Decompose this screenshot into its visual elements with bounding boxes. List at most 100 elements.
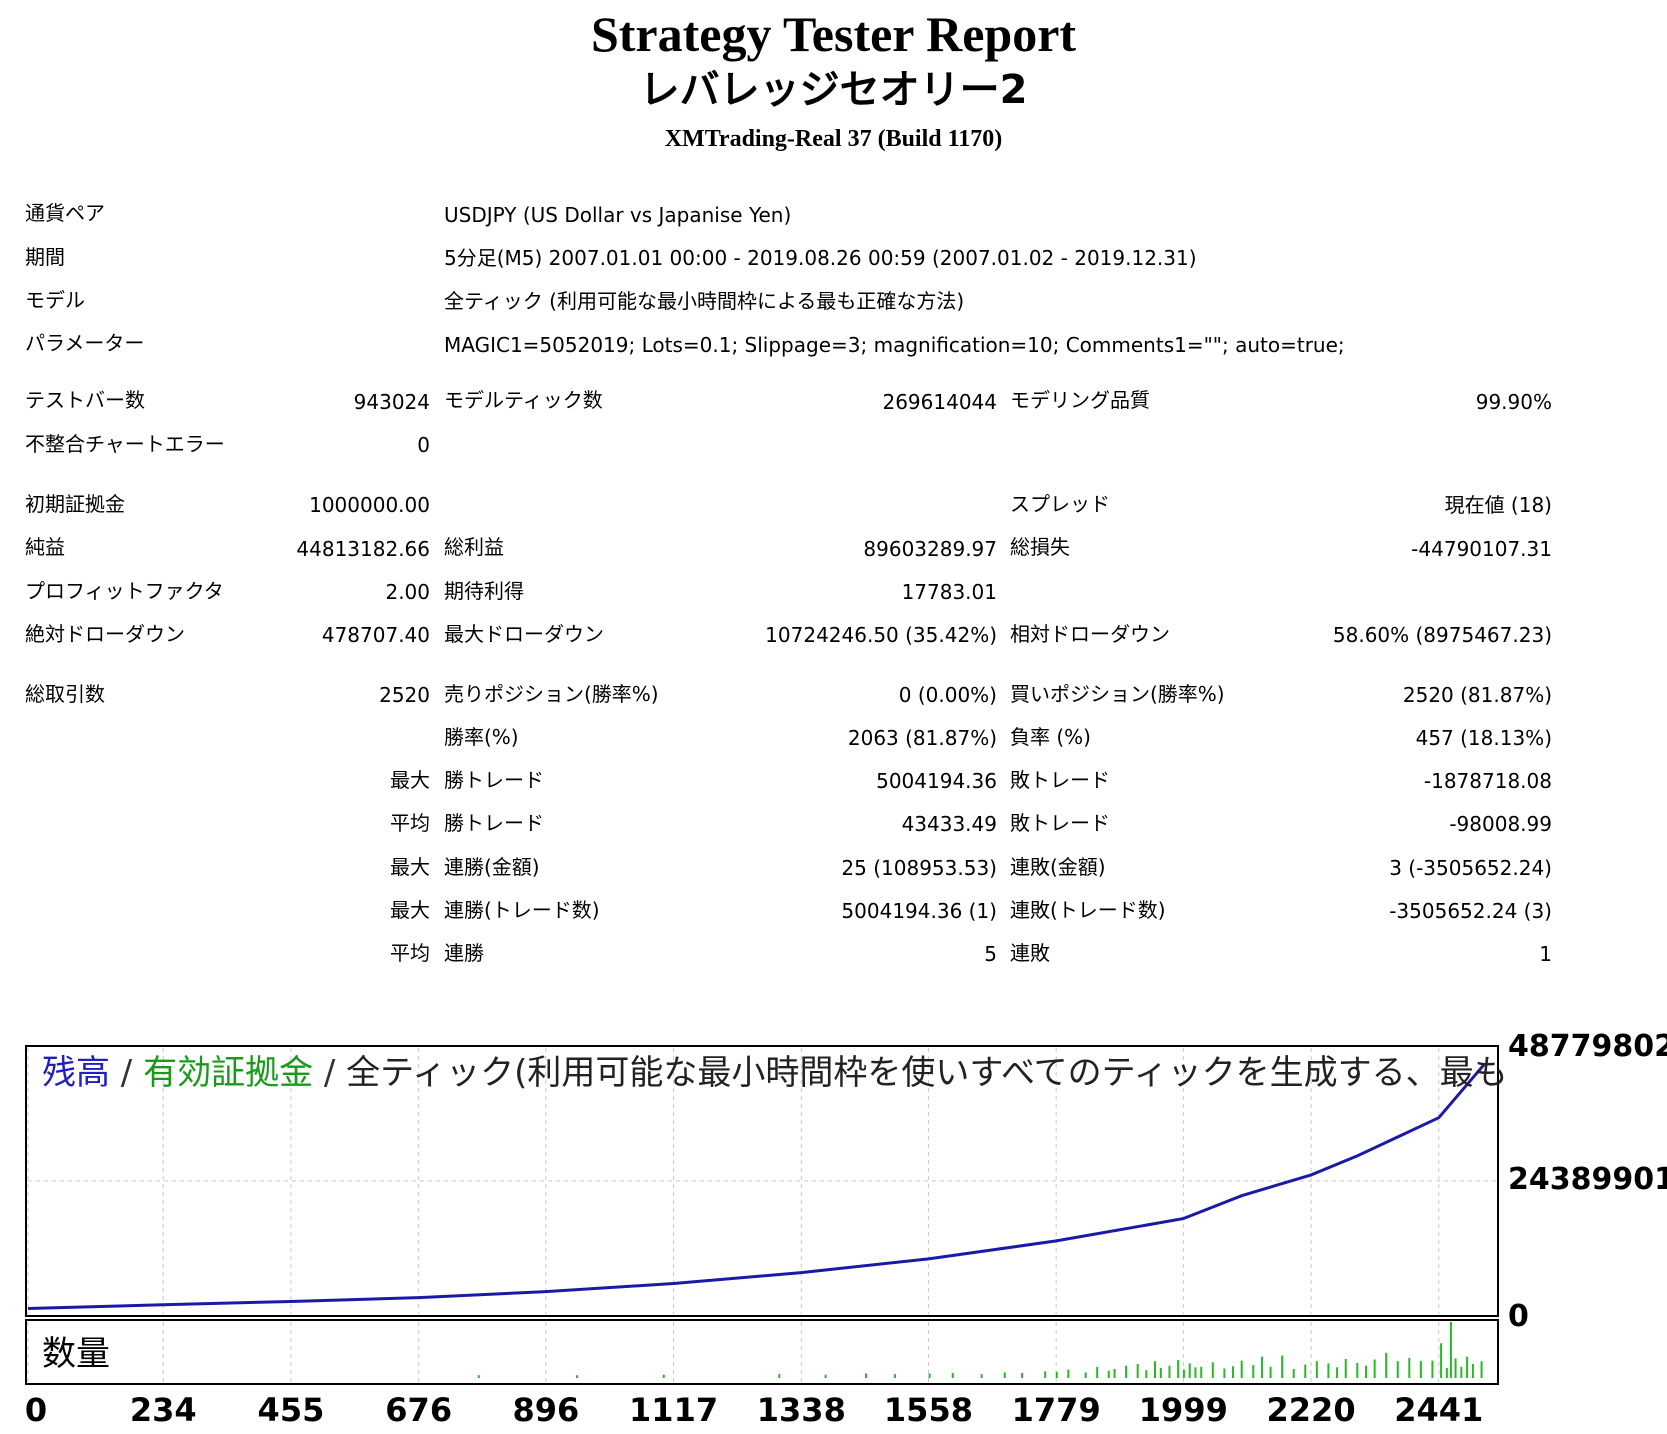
max-word-2: 最大 <box>390 855 430 879</box>
average-word: 平均 <box>390 811 430 835</box>
win-rate-label: 勝率(%) <box>444 725 519 749</box>
expected-payoff-label: 期待利得 <box>444 579 524 603</box>
model-value: 全ティック (利用可能な最小時間枠による最も正確な方法) <box>444 289 965 313</box>
x-tick-label: 234 <box>129 1391 197 1429</box>
spread-value: 現在値 (18) <box>1444 493 1552 517</box>
x-tick-label: 1999 <box>1138 1391 1228 1429</box>
total-trades-value: 2520 <box>379 683 430 707</box>
symbol-label: 通貨ペア <box>25 201 105 225</box>
avg-consec-wins-value: 5 <box>984 942 997 966</box>
gross-loss-value: -44790107.31 <box>1411 537 1552 561</box>
avg-win-value: 43433.49 <box>901 812 997 836</box>
total-trades-label: 総取引数 <box>25 682 105 706</box>
win-rate-value: 2063 (81.87%) <box>847 726 997 750</box>
ticks-label: モデルティック数 <box>444 388 603 412</box>
max-word-3: 最大 <box>390 898 430 922</box>
deposit-value: 1000000.00 <box>309 493 430 517</box>
abs-drawdown-label: 絶対ドローダウン <box>25 622 185 646</box>
volume-label: 数量 <box>42 1334 110 1374</box>
loss-rate-value: 457 (18.13%) <box>1415 726 1552 750</box>
gross-profit-label: 総利益 <box>444 535 504 559</box>
avg-loss-value: -98008.99 <box>1449 812 1552 836</box>
errors-value: 0 <box>417 433 430 457</box>
bars-label: テストバー数 <box>25 388 145 412</box>
abs-drawdown-value: 478707.40 <box>321 623 430 647</box>
volume-bars <box>477 1322 1483 1378</box>
balance-line <box>27 1063 1486 1310</box>
largest-win-label: 勝トレード <box>444 768 544 792</box>
params-value: MAGIC1=5052019; Lots=0.1; Slippage=3; ma… <box>444 333 1345 357</box>
ticks-value: 269614044 <box>882 390 997 414</box>
bars-value: 943024 <box>353 390 430 414</box>
legend-sep-2: / <box>313 1053 347 1093</box>
max-consec-lossamt-value: -3505652.24 (3) <box>1389 899 1552 923</box>
legend-model: 全ティック(利用可能な最小時間枠を使いすべてのティックを生成する、最も <box>346 1053 1508 1093</box>
y-tick-label: 48779802 <box>1508 1030 1667 1064</box>
max-drawdown-value: 10724246.50 (35.42%) <box>765 623 997 647</box>
rel-drawdown-value: 58.60% (8975467.23) <box>1332 623 1552 647</box>
avg-loss-label: 敗トレード <box>1010 811 1110 835</box>
net-profit-value: 44813182.66 <box>296 537 430 561</box>
y-tick-label: 0 <box>1508 1300 1529 1334</box>
legend-balance: 残高 <box>42 1053 110 1093</box>
average-word-2: 平均 <box>390 941 430 965</box>
largest-win-value: 5004194.36 <box>876 769 997 793</box>
spread-label: スプレッド <box>1010 492 1110 516</box>
max-drawdown-label: 最大ドローダウン <box>444 622 604 646</box>
x-tick-label: 896 <box>512 1391 580 1429</box>
server-build: XMTrading-Real 37 (Build 1170) <box>664 126 1003 152</box>
max-consec-wins-label: 連勝(金額) <box>444 855 540 879</box>
max-consec-lossamt-label: 連敗(トレード数) <box>1010 898 1166 922</box>
max-consec-losses-label: 連敗(金額) <box>1010 855 1106 879</box>
series-balance <box>27 1063 1486 1310</box>
symbol-value: USDJPY (US Dollar vs Japanise Yen) <box>444 203 792 227</box>
avg-consec-losses-label: 連敗 <box>1010 941 1050 965</box>
max-consec-profit-value: 5004194.36 (1) <box>841 899 997 923</box>
x-tick-label: 1558 <box>883 1391 973 1429</box>
short-positions-label: 売りポジション(勝率%) <box>444 682 659 706</box>
errors-label: 不整合チャートエラー <box>25 432 225 456</box>
expected-payoff-value: 17783.01 <box>901 580 997 604</box>
model-label: モデル <box>25 288 85 312</box>
net-profit-label: 純益 <box>25 535 65 559</box>
x-tick-label: 1117 <box>629 1391 719 1429</box>
max-consec-losses-value: 3 (-3505652.24) <box>1389 856 1552 880</box>
deposit-label: 初期証拠金 <box>25 492 125 516</box>
loss-rate-label: 負率 (%) <box>1010 725 1091 749</box>
gross-profit-value: 89603289.97 <box>863 537 997 561</box>
gross-loss-label: 総損失 <box>1010 535 1070 559</box>
short-positions-value: 0 (0.00%) <box>898 683 997 707</box>
rel-drawdown-label: 相対ドローダウン <box>1010 622 1170 646</box>
long-positions-value: 2520 (81.87%) <box>1402 683 1552 707</box>
period-label: 期間 <box>25 245 65 269</box>
legend-sep-1: / <box>110 1053 144 1093</box>
period-value: 5分足(M5) 2007.01.01 00:00 - 2019.08.26 00… <box>444 246 1197 270</box>
chart-grid <box>27 1048 1496 1382</box>
avg-consec-losses-value: 1 <box>1539 942 1552 966</box>
x-tick-label: 2441 <box>1394 1391 1484 1429</box>
x-tick-label: 0 <box>24 1391 48 1429</box>
largest-loss-value: -1878718.08 <box>1423 769 1552 793</box>
largest-loss-label: 敗トレード <box>1010 768 1110 792</box>
x-tick-label: 1779 <box>1011 1391 1101 1429</box>
long-positions-label: 買いポジション(勝率%) <box>1010 682 1225 706</box>
x-tick-label: 2220 <box>1266 1391 1356 1429</box>
params-label: パラメーター <box>25 331 145 355</box>
avg-win-label: 勝トレード <box>444 811 544 835</box>
ea-name: レバレッジセオリー2 <box>639 67 1028 113</box>
x-tick-label: 676 <box>385 1391 453 1429</box>
profit-factor-value: 2.00 <box>385 580 430 604</box>
legend-equity: 有効証拠金 <box>143 1053 314 1093</box>
x-tick-label: 1338 <box>756 1391 846 1429</box>
largest-word: 最大 <box>390 768 430 792</box>
max-consec-wins-value: 25 (108953.53) <box>841 856 997 880</box>
quality-value: 99.90% <box>1475 390 1552 414</box>
chart-legend: 残高 / 有効証拠金 / 全ティック(利用可能な最小時間枠を使いすべてのティック… <box>42 1052 1508 1094</box>
max-consec-profit-label: 連勝(トレード数) <box>444 898 600 922</box>
quality-label: モデリング品質 <box>1010 388 1150 412</box>
x-tick-label: 455 <box>257 1391 325 1429</box>
report-title: Strategy Tester Report <box>590 6 1077 62</box>
profit-factor-label: プロフィットファクタ <box>25 579 224 603</box>
volume-plot-frame <box>25 1319 1499 1385</box>
